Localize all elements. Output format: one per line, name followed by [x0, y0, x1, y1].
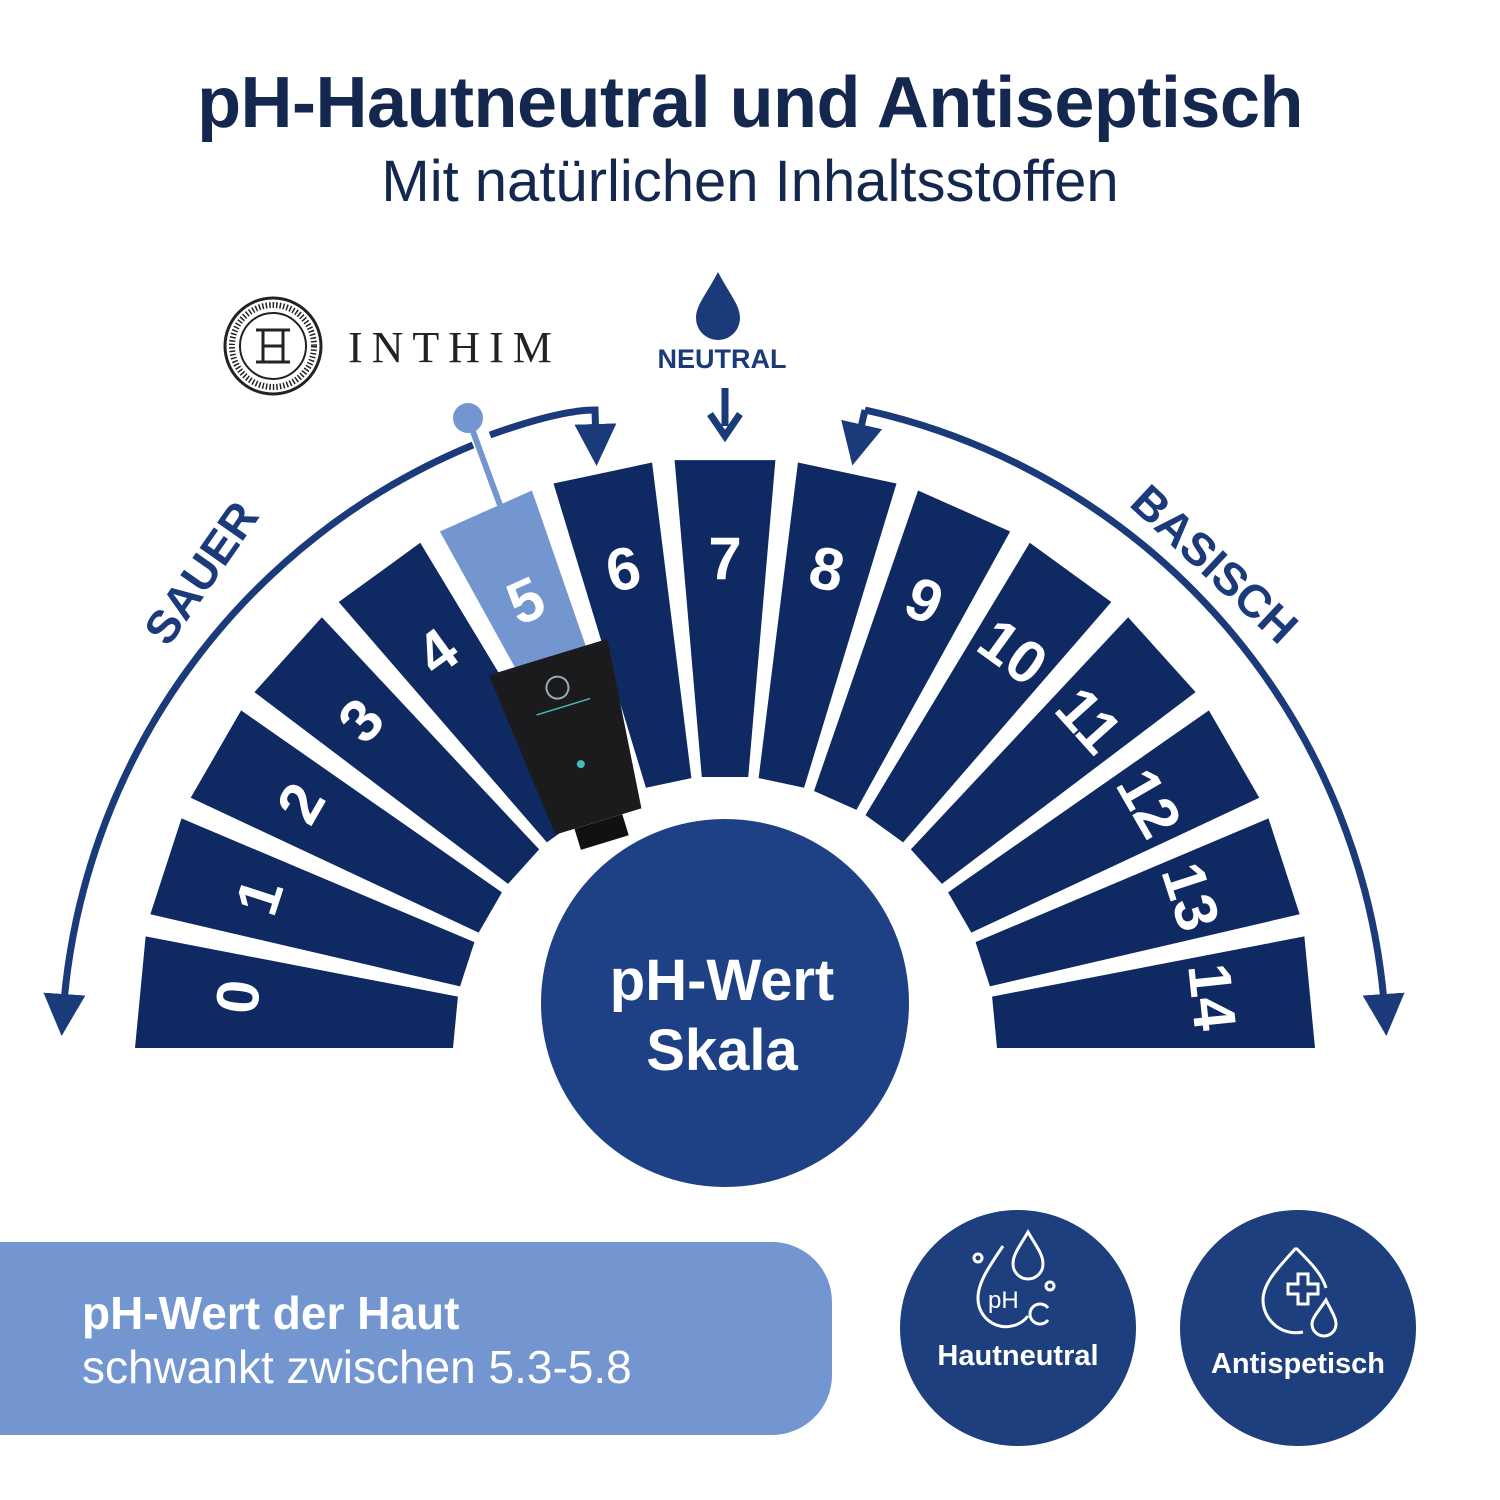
scale-segment-0 [135, 936, 458, 1048]
page-subtitle: Mit natürlichen Inhaltsstoffen [381, 149, 1119, 214]
brand-logo [223, 296, 323, 396]
scale-label-0: 0 [203, 977, 273, 1017]
badge-label: Hautneutral [937, 1340, 1099, 1372]
scale-segment-11 [910, 617, 1196, 884]
page-title: pH-Hautneutral und Antiseptisch [197, 63, 1303, 143]
product-tube-image [488, 638, 642, 850]
neutral-arrow-icon [707, 388, 743, 443]
medical-drop-icon [1261, 1246, 1338, 1338]
acid-label: SAUER [134, 492, 269, 654]
scale-label-7: 7 [708, 525, 741, 592]
brand-name: INTHIM [348, 323, 561, 372]
center-line1: pH-Wert [610, 948, 834, 1013]
neutral-label: NEUTRAL [658, 344, 787, 374]
center-circle [541, 819, 909, 1187]
indicator-pin-head [453, 403, 483, 433]
svg-text:pH: pH [988, 1287, 1019, 1314]
scale-segment-10 [865, 542, 1112, 843]
banner-text: schwankt zwischen 5.3-5.8 [82, 1341, 632, 1393]
acid-arc-arrow [43, 441, 475, 1036]
scale-segment-12 [948, 710, 1260, 933]
scale-segment-2 [190, 710, 502, 933]
scale-segment-13 [975, 818, 1300, 987]
ph-drop-icon: pH [972, 1228, 1056, 1329]
scale-segment-9 [814, 490, 1011, 810]
base-arc-arrow [864, 406, 1405, 1036]
indicator-pin [465, 416, 503, 507]
scale-segment-4 [338, 542, 585, 843]
skin-ph-banner: pH-Wert der Haut schwankt zwischen 5.3-5… [0, 1242, 832, 1435]
scale-segment-3 [254, 617, 540, 884]
scale-segment-8 [758, 462, 897, 788]
scale-label-14: 14 [1175, 960, 1249, 1034]
scale-segment-7 [674, 460, 776, 777]
banner-title: pH-Wert der Haut [82, 1287, 460, 1339]
scale-segment-1 [150, 818, 475, 987]
base-label: BASISCH [1121, 474, 1308, 653]
badge-antiseptisch: Antispetisch [1180, 1210, 1416, 1446]
scale-segment-6 [553, 462, 692, 788]
badge-hautneutral: pH Hautneutral [900, 1210, 1136, 1446]
center-line2: Skala [646, 1018, 798, 1083]
badge-label: Antispetisch [1210, 1348, 1386, 1380]
acid-to-skin-arrow [488, 406, 617, 466]
scale-segment-14 [992, 936, 1315, 1048]
water-drop-icon [696, 272, 740, 340]
